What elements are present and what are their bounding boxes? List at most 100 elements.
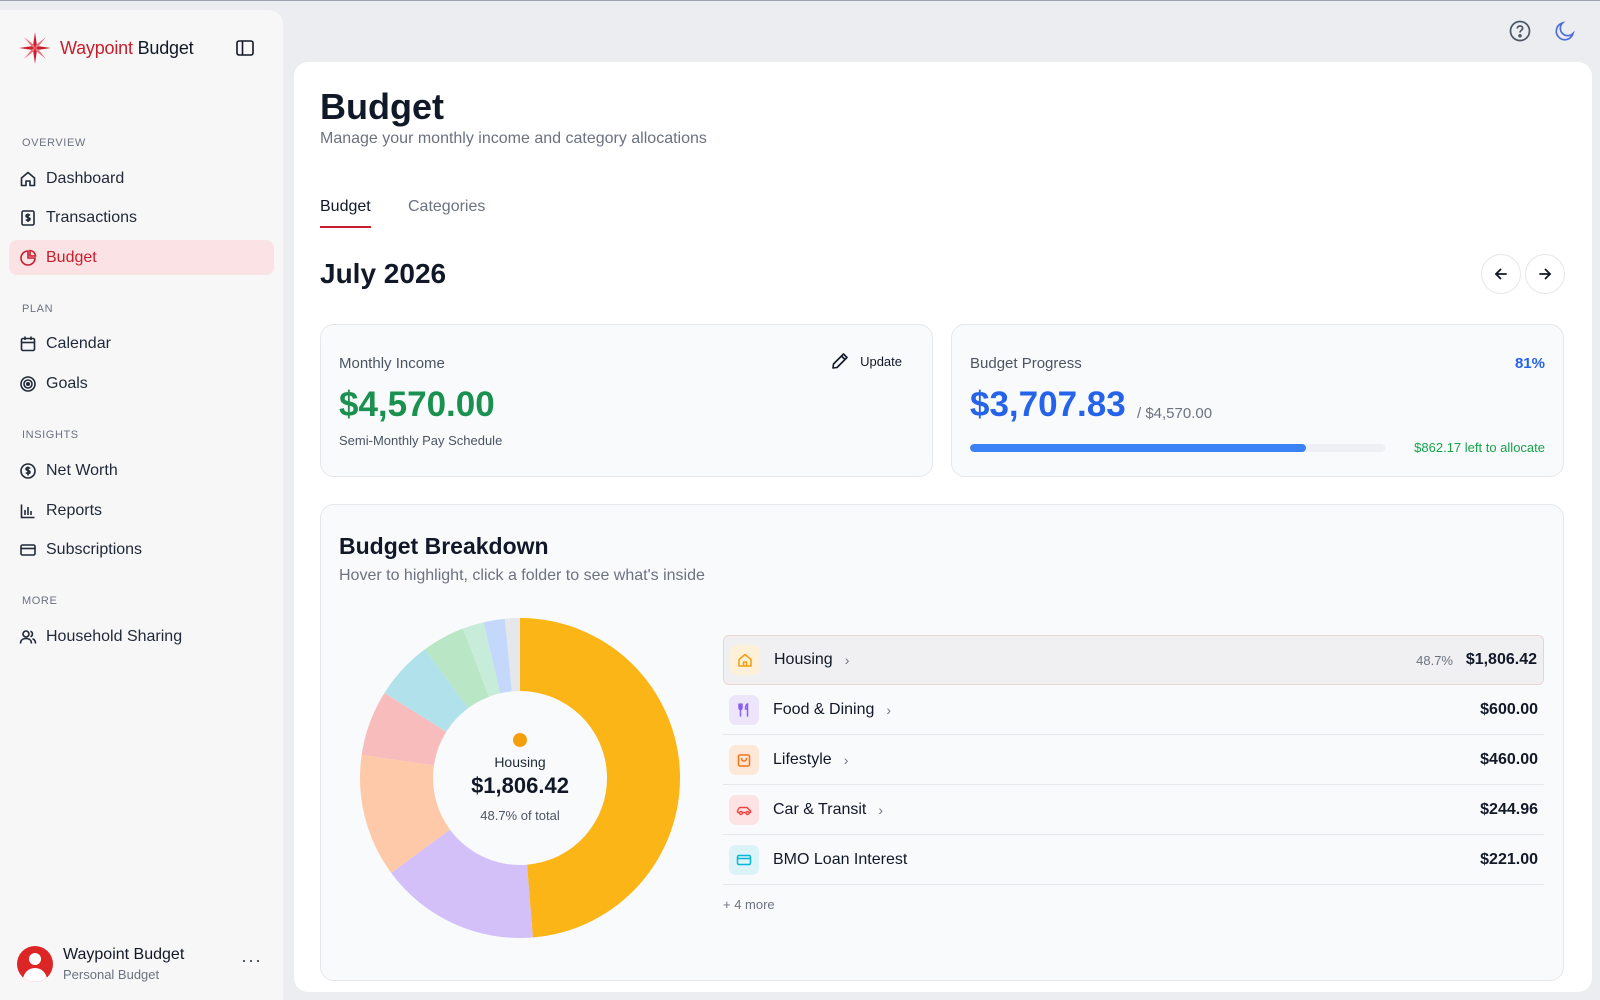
donut-slice-7[interactable] xyxy=(483,618,512,694)
sidebar-item-label: Calendar xyxy=(46,334,111,352)
budget-donut-chart[interactable] xyxy=(357,615,683,941)
progress-bar xyxy=(970,444,1385,452)
left-to-allocate: $862.17 left to allocate xyxy=(1414,440,1545,455)
category-row-bmo-loan-interest[interactable]: BMO Loan Interest $221.00 xyxy=(723,835,1544,885)
brand-name-part2: Budget xyxy=(137,37,194,58)
sidebar-item-label: Reports xyxy=(46,501,103,519)
donut-slice-2[interactable] xyxy=(360,754,450,873)
compass-logo-icon xyxy=(19,32,51,64)
target-icon xyxy=(20,375,36,392)
credit-card-icon xyxy=(20,543,36,556)
credit-card-icon xyxy=(736,854,752,865)
sidebar-item-label: Transactions xyxy=(46,208,137,226)
breakdown-subtitle: Hover to highlight, click a folder to se… xyxy=(339,567,705,584)
tab-categories[interactable]: Categories xyxy=(408,198,486,215)
nav-section-insights: INSIGHTS xyxy=(22,429,79,441)
category-name: Food & Dining xyxy=(773,700,875,718)
dollar-circle-icon xyxy=(20,462,36,479)
sidebar-item-transactions[interactable]: Transactions xyxy=(9,200,274,235)
category-percent: 48.7% xyxy=(1416,652,1453,668)
show-more-categories-link[interactable]: + 4 more xyxy=(723,897,775,912)
brand[interactable]: Waypoint Budget xyxy=(18,30,194,66)
previous-month-button[interactable] xyxy=(1481,254,1521,294)
category-amount: $460.00 xyxy=(1480,750,1538,768)
donut-slice-5[interactable] xyxy=(424,628,489,709)
sidebar-item-reports[interactable]: Reports xyxy=(9,493,274,528)
category-amount: $244.96 xyxy=(1480,800,1538,818)
chevron-right-icon: › xyxy=(886,701,892,718)
page-subtitle: Manage your monthly income and category … xyxy=(320,130,707,147)
users-icon xyxy=(19,629,37,644)
sidebar-item-label: Household Sharing xyxy=(46,627,183,645)
category-row-lifestyle[interactable]: Lifestyle › $460.00 xyxy=(723,735,1544,785)
sidebar-item-calendar[interactable]: Calendar xyxy=(9,326,274,361)
more-options-button[interactable]: ··· xyxy=(241,950,262,970)
category-row-car-transit[interactable]: Car & Transit › $244.96 xyxy=(723,785,1544,835)
user-profile[interactable]: Waypoint Budget Personal Budget ··· xyxy=(17,940,272,988)
page-title: Budget xyxy=(320,86,444,127)
calendar-icon xyxy=(20,336,36,351)
help-icon[interactable] xyxy=(1508,19,1532,43)
sidebar-item-dashboard[interactable]: Dashboard xyxy=(9,161,274,196)
nav-section-overview: OVERVIEW xyxy=(22,137,86,149)
donut-slice-6[interactable] xyxy=(462,622,501,697)
chevron-right-icon: › xyxy=(878,801,884,818)
allocated-amount: $3,707.83 xyxy=(970,385,1126,424)
month-label: July 2026 xyxy=(320,258,447,289)
sidebar-item-net-worth[interactable]: Net Worth xyxy=(9,453,274,488)
category-icon-bg xyxy=(730,645,760,675)
category-name: Car & Transit xyxy=(773,800,867,818)
category-amount: $221.00 xyxy=(1480,850,1538,868)
sidebar-item-subscriptions[interactable]: Subscriptions xyxy=(9,532,274,567)
main-content: Budget Manage your monthly income and ca… xyxy=(294,62,1592,992)
utensils-icon xyxy=(738,702,749,717)
category-list: Housing › 48.7% $1,806.42 Food & Dining … xyxy=(723,635,1544,885)
chevron-right-icon: › xyxy=(844,652,850,668)
avatar xyxy=(17,946,53,982)
breakdown-title: Budget Breakdown xyxy=(339,533,549,559)
donut-slice-1[interactable] xyxy=(391,829,533,938)
donut-slice-8[interactable] xyxy=(504,618,520,692)
monthly-income-card: Monthly Income Update $4,570.00 Semi-Mon… xyxy=(320,324,933,477)
category-icon-bg xyxy=(729,794,759,825)
category-row-housing[interactable]: Housing › 48.7% $1,806.42 xyxy=(723,635,1544,685)
pay-schedule: Semi-Monthly Pay Schedule xyxy=(339,433,503,448)
sidebar-item-goals[interactable]: Goals xyxy=(9,366,274,401)
donut-slice-4[interactable] xyxy=(384,649,469,732)
category-row-food-dining[interactable]: Food & Dining › $600.00 xyxy=(723,685,1544,735)
house-icon xyxy=(738,653,752,667)
income-total: / $4,570.00 xyxy=(1137,405,1213,422)
pencil-icon xyxy=(832,353,848,369)
category-name: Lifestyle xyxy=(773,750,832,768)
arrow-right-icon xyxy=(1539,268,1552,280)
sidebar-item-household-sharing[interactable]: Household Sharing xyxy=(9,619,274,654)
tab-budget[interactable]: Budget xyxy=(320,198,371,228)
next-month-button[interactable] xyxy=(1525,254,1565,294)
brand-name: Waypoint Budget xyxy=(60,37,194,59)
donut-slice-0[interactable] xyxy=(520,618,680,938)
nav-section-plan: PLAN xyxy=(22,303,54,315)
shopping-bag-icon xyxy=(737,753,751,767)
sidebar-item-label: Budget xyxy=(46,248,97,266)
chevron-right-icon: › xyxy=(843,751,849,768)
budget-breakdown-card: Budget Breakdown Hover to highlight, cli… xyxy=(320,504,1564,981)
user-subtitle: Personal Budget xyxy=(63,967,160,982)
brand-name-part1: Waypoint xyxy=(60,37,133,58)
donut-slice-3[interactable] xyxy=(361,693,447,766)
budget-progress-card: Budget Progress 81% $3,707.83 / $4,570.0… xyxy=(951,324,1564,477)
update-income-button[interactable]: Update xyxy=(830,351,902,371)
category-name: Housing xyxy=(774,651,833,668)
income-label: Monthly Income xyxy=(339,355,445,372)
sidebar-item-label: Subscriptions xyxy=(46,540,143,558)
category-icon-bg xyxy=(729,694,759,725)
nav-section-more: MORE xyxy=(22,595,58,607)
sidebar-toggle-icon[interactable] xyxy=(234,37,256,59)
car-icon xyxy=(736,806,752,815)
sidebar-item-label: Dashboard xyxy=(46,169,125,187)
income-amount: $4,570.00 xyxy=(339,385,495,424)
sidebar-item-budget[interactable]: Budget xyxy=(9,240,274,275)
arrow-left-icon xyxy=(1494,268,1507,280)
progress-bar-fill xyxy=(970,444,1307,452)
dark-mode-moon-icon[interactable] xyxy=(1553,19,1577,43)
sidebar-item-label: Net Worth xyxy=(46,461,118,479)
